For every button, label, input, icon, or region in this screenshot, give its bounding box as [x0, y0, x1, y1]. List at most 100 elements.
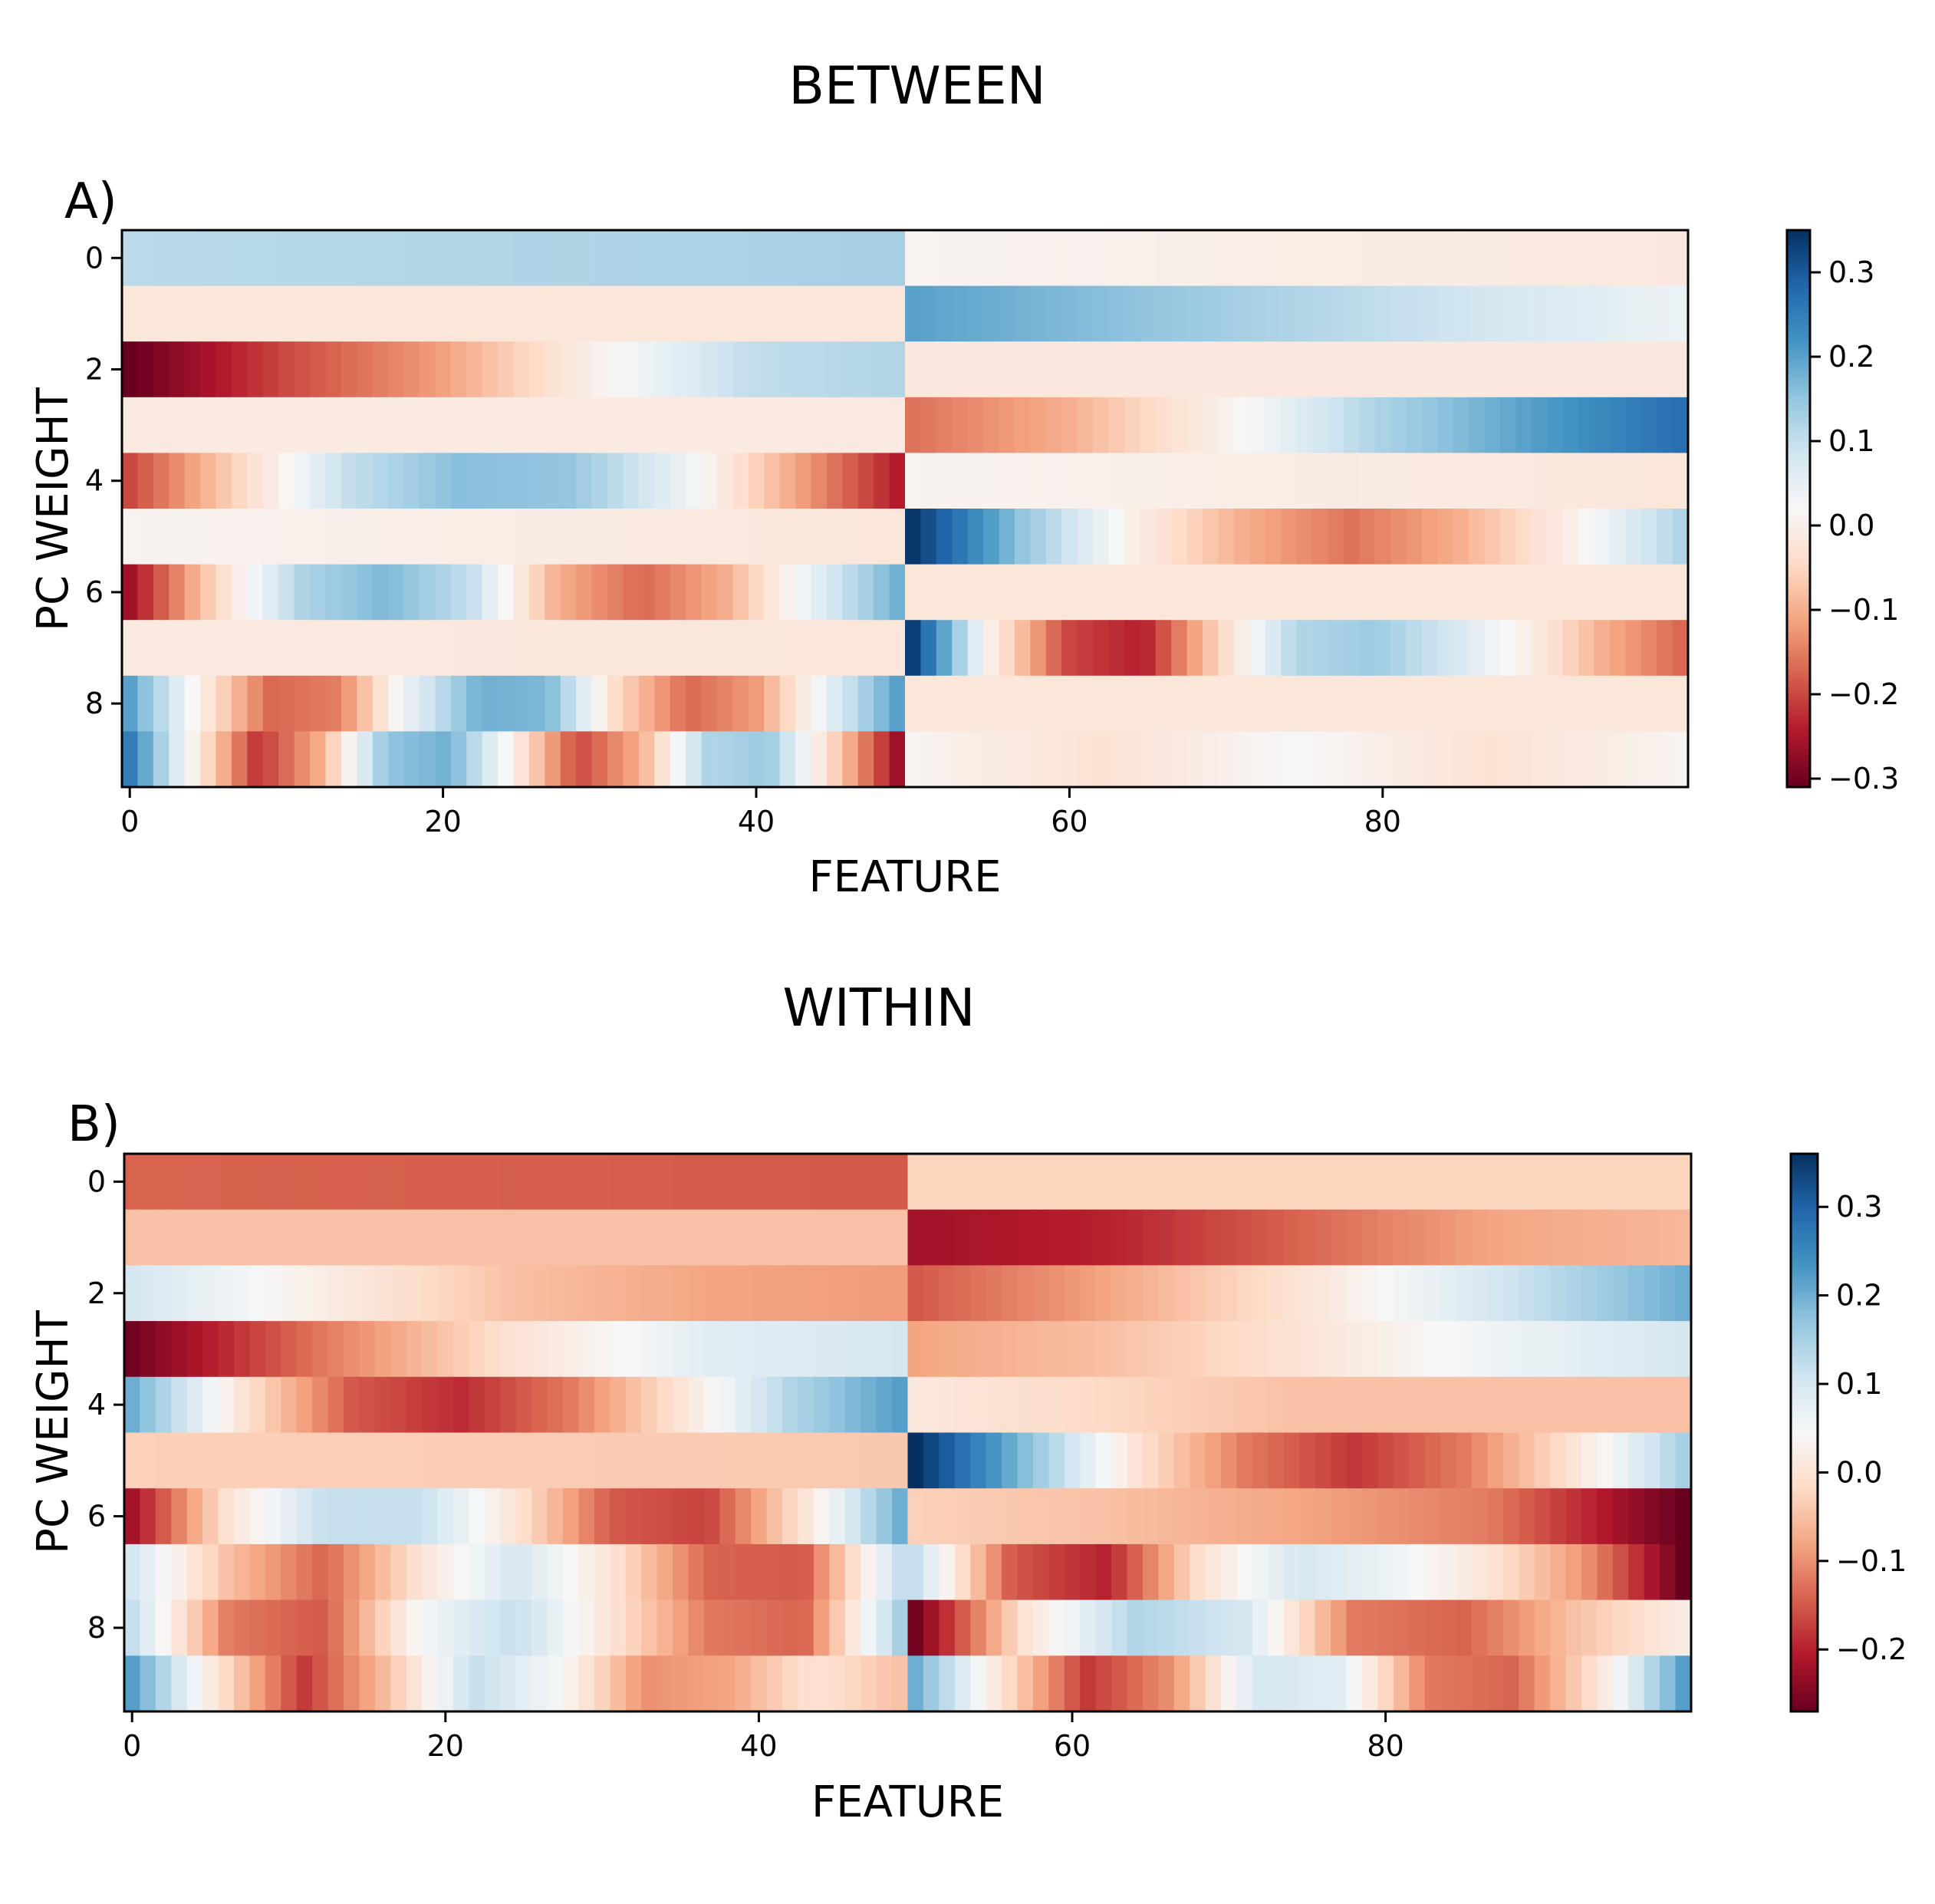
heatmap-cell — [829, 1599, 846, 1656]
heatmap-cell — [1190, 1655, 1206, 1712]
heatmap-cell — [547, 1432, 564, 1489]
heatmap-cell — [657, 1154, 673, 1211]
heatmap-cell — [1155, 731, 1172, 788]
heatmap-cell — [983, 675, 1000, 732]
heatmap-cell — [970, 1432, 987, 1489]
heatmap-cell — [124, 1543, 141, 1601]
heatmap-cell — [1205, 1321, 1222, 1378]
heatmap-cell — [670, 341, 686, 398]
heatmap-cell — [563, 1209, 580, 1266]
heatmap-cell — [453, 1432, 470, 1489]
heatmap-cell — [528, 620, 545, 677]
heatmap-cell — [403, 230, 420, 287]
heatmap-cell — [936, 675, 953, 732]
heatmap-cell — [939, 1488, 956, 1545]
heatmap-cell — [1142, 1154, 1159, 1211]
heatmap-cell — [654, 341, 671, 398]
heatmap-cell — [1377, 1265, 1394, 1322]
heatmap-cell — [1453, 564, 1469, 621]
heatmap-cell — [1077, 453, 1094, 509]
heatmap-cell — [638, 453, 655, 509]
heatmap-cell — [795, 675, 812, 732]
heatmap-cell — [1252, 1655, 1269, 1712]
heatmap-cell — [1281, 341, 1298, 398]
heatmap-cell — [967, 230, 984, 287]
heatmap-cell — [357, 675, 374, 732]
heatmap-cell — [703, 1488, 720, 1545]
heatmap-cell — [1331, 1376, 1348, 1434]
heatmap-cell — [936, 564, 953, 621]
heatmap-cell — [907, 1154, 924, 1211]
heatmap-cell — [748, 675, 765, 732]
heatmap-cell — [1315, 1265, 1331, 1322]
heatmap-cell — [1597, 1432, 1614, 1489]
heatmap-cell — [1186, 453, 1203, 509]
heatmap-cell — [874, 509, 890, 565]
heatmap-cell — [670, 731, 686, 788]
heatmap-cell — [390, 1488, 407, 1545]
heatmap-cell — [344, 1543, 360, 1601]
heatmap-cell — [466, 620, 483, 677]
heatmap-cell — [1562, 675, 1579, 732]
heatmap-cell — [1202, 731, 1219, 788]
heatmap-cell — [1233, 230, 1250, 287]
heatmap-cell — [826, 620, 843, 677]
heatmap-cell — [1158, 1488, 1175, 1545]
heatmap-cell — [1346, 1543, 1363, 1601]
heatmap-cell — [155, 1321, 172, 1378]
heatmap-cell — [999, 285, 1015, 342]
heatmap-cell — [670, 285, 686, 342]
heatmap-cell — [265, 1376, 281, 1434]
heatmap-cell — [670, 397, 686, 453]
heatmap-cell — [703, 1321, 720, 1378]
heatmap-cell — [1675, 1488, 1692, 1545]
heatmap-cell — [844, 1321, 861, 1378]
heatmap-cell — [1315, 1543, 1331, 1601]
heatmap-cell — [1657, 230, 1673, 287]
heatmap-cell — [594, 1376, 610, 1434]
heatmap-cell — [513, 675, 530, 732]
heatmap-cell — [905, 341, 922, 398]
heatmap-cell — [591, 397, 608, 453]
heatmap-cell — [1171, 731, 1188, 788]
heatmap-cell — [357, 620, 374, 677]
heatmap-cell — [751, 1543, 768, 1601]
heatmap-cell — [281, 1265, 298, 1322]
heatmap-cell — [515, 1265, 532, 1322]
heatmap-cell — [732, 731, 749, 788]
heatmap-cell — [1111, 1432, 1128, 1489]
heatmap-cell — [1374, 453, 1391, 509]
y-axis-label: PC WEIGHT — [28, 1309, 78, 1553]
heatmap-cell — [905, 675, 922, 732]
heatmap-cell — [703, 1599, 720, 1656]
heatmap-cell — [686, 341, 703, 398]
heatmap-cell — [484, 1154, 501, 1211]
heatmap-cell — [265, 1321, 281, 1378]
heatmap-cell — [262, 453, 279, 509]
heatmap-cell — [703, 1655, 720, 1712]
heatmap-cell — [1628, 1488, 1645, 1545]
heatmap-cell — [327, 1543, 344, 1601]
heatmap-cell — [247, 620, 264, 677]
heatmap-cell — [1283, 1321, 1300, 1378]
heatmap-cell — [1205, 1432, 1222, 1489]
y-tick-label: 4 — [85, 464, 104, 498]
heatmap-cell — [249, 1655, 266, 1712]
heatmap-cell — [1155, 620, 1172, 677]
heatmap-cell — [1547, 509, 1564, 565]
heatmap-cell — [1268, 1321, 1285, 1378]
heatmap-cell — [1343, 675, 1360, 732]
heatmap-cell — [1331, 1655, 1348, 1712]
heatmap-cell — [967, 731, 984, 788]
heatmap-cell — [939, 1321, 956, 1378]
heatmap-cell — [1186, 397, 1203, 453]
heatmap-cell — [1064, 1543, 1081, 1601]
heatmap-cell — [1108, 620, 1125, 677]
heatmap-cell — [732, 620, 749, 677]
heatmap-cell — [469, 1655, 485, 1712]
heatmap-cell — [1111, 1154, 1128, 1211]
heatmap-cell — [719, 1265, 736, 1322]
heatmap-cell — [1594, 509, 1611, 565]
heatmap-cell — [1456, 1655, 1473, 1712]
